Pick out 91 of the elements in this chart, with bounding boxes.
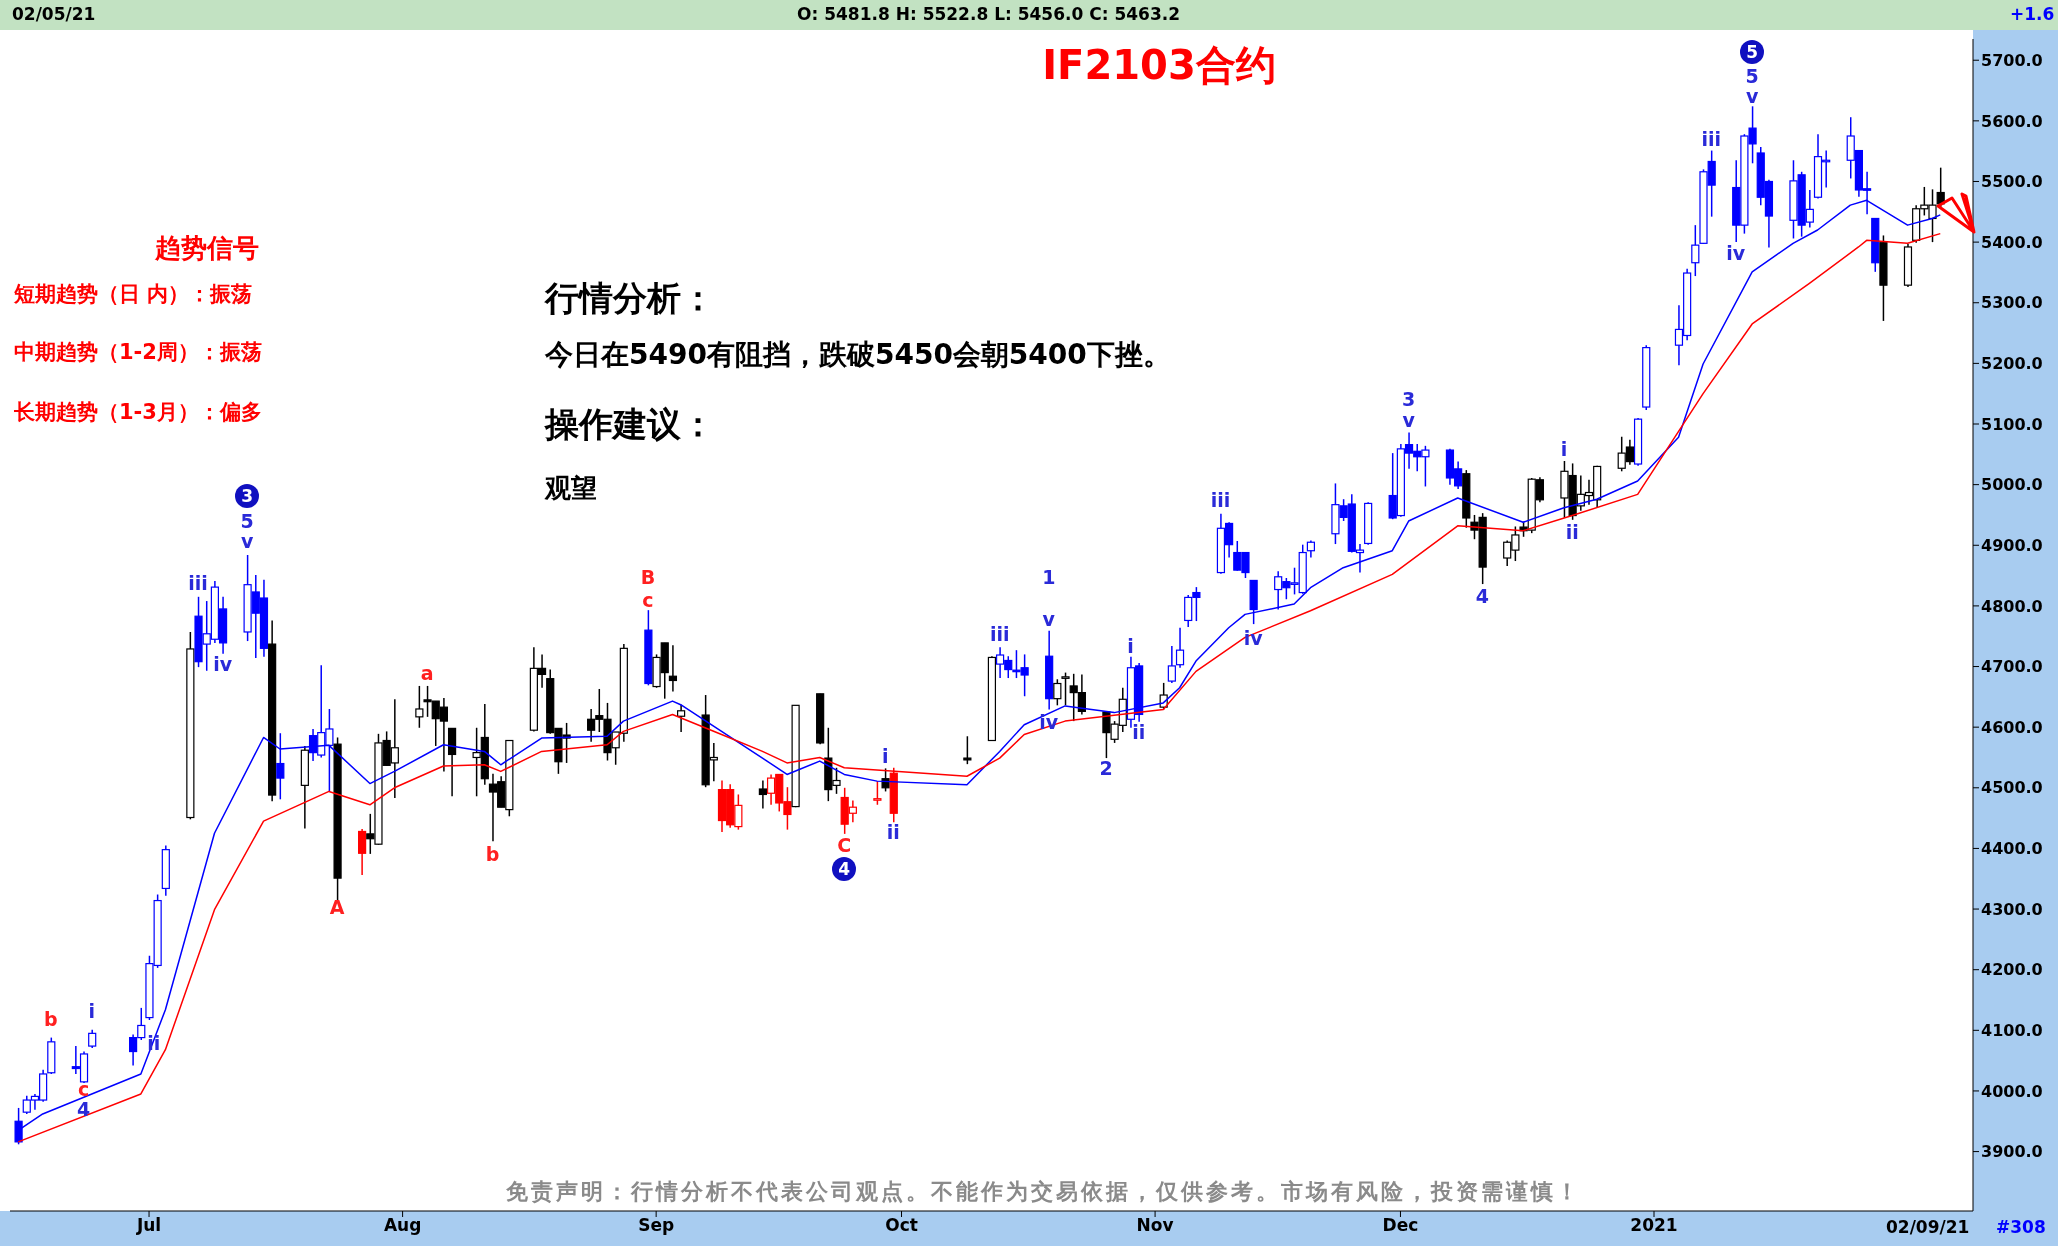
annotation: 4 bbox=[76, 1097, 91, 1120]
annotation: 长期趋势（1-3月）：偏多 bbox=[14, 400, 262, 425]
y-tick-label: 4300.0 bbox=[1981, 899, 2043, 919]
text: 02/05/21 bbox=[12, 4, 96, 24]
annotation: iii bbox=[1701, 127, 1722, 150]
candlestick bbox=[88, 1028, 97, 1049]
candlestick bbox=[1053, 678, 1062, 707]
x-tick-label: 2021 bbox=[1630, 1215, 1678, 1236]
text: #308 bbox=[1996, 1217, 2046, 1237]
annotation: b bbox=[44, 1007, 58, 1030]
text: 02/09/21 bbox=[1886, 1217, 1970, 1237]
x-tick-label: Dec bbox=[1382, 1215, 1419, 1236]
text: +1.6 bbox=[2010, 4, 2055, 24]
candlestick bbox=[1061, 671, 1070, 707]
annotation: C bbox=[837, 833, 852, 856]
x-tick-label: Aug bbox=[383, 1215, 422, 1236]
annotation: 2 bbox=[1099, 756, 1113, 779]
y-tick-label: 3900.0 bbox=[1981, 1142, 2043, 1162]
annotation: 短期趋势（日 内）：振荡 bbox=[14, 282, 253, 307]
text: O: 5481.8 H: 5522.8 L: 5456.0 C: 5463.2 bbox=[797, 4, 1181, 24]
candlestick bbox=[963, 735, 972, 765]
chart-title: IF2103合约 bbox=[1042, 41, 1276, 90]
annotation: i bbox=[1127, 634, 1134, 657]
annotation: c bbox=[77, 1077, 90, 1100]
candlestick bbox=[1691, 224, 1700, 277]
annotation: A bbox=[329, 895, 345, 918]
y-tick-label: 4100.0 bbox=[1981, 1021, 2043, 1040]
candlestick bbox=[276, 732, 285, 801]
y-tick-label: 4200.0 bbox=[1981, 960, 2043, 980]
y-tick-label: 5700.0 bbox=[1981, 50, 2043, 70]
candlestick bbox=[1167, 645, 1176, 684]
annotation: 免责声明：行情分析不代表公司观点。不能作为交易依据，仅供参考。市场有风险，投资需谨慎！ bbox=[505, 1179, 1581, 1205]
annotation: 5 bbox=[1745, 64, 1759, 87]
candlestick bbox=[677, 703, 686, 733]
candlestick bbox=[1175, 626, 1185, 669]
circle-badge: 4 bbox=[832, 857, 857, 881]
annotation: ii bbox=[886, 820, 900, 843]
candlestick bbox=[415, 685, 424, 729]
candlestick bbox=[881, 767, 890, 793]
x-tick-label: Nov bbox=[1136, 1215, 1174, 1236]
circle-badge: 5 bbox=[1740, 40, 1765, 64]
annotation: b bbox=[485, 842, 500, 865]
annotation: a bbox=[420, 661, 434, 684]
y-tick-label: 5300.0 bbox=[1981, 293, 2043, 313]
y-tick-label: 4700.0 bbox=[1981, 657, 2043, 677]
annotation: B bbox=[640, 565, 656, 588]
annotation: 中期趋势（1-2周）：振荡 bbox=[14, 340, 262, 365]
y-tick-label: 4500.0 bbox=[1981, 778, 2043, 798]
candlestick bbox=[758, 779, 767, 810]
y-tick-label: 5100.0 bbox=[1981, 414, 2043, 434]
y-tick-label: 5600.0 bbox=[1981, 111, 2043, 131]
annotation: iii bbox=[1210, 488, 1231, 511]
candlestick bbox=[873, 780, 882, 806]
annotation: c bbox=[642, 588, 654, 611]
annotation: 1 bbox=[1042, 565, 1056, 588]
candlestick bbox=[358, 828, 367, 876]
annotation: ii bbox=[1132, 720, 1146, 743]
annotation: i bbox=[88, 999, 96, 1022]
y-tick-label: 4600.0 bbox=[1981, 717, 2043, 737]
annotation: 4 bbox=[1475, 584, 1489, 607]
annotation: v bbox=[1042, 607, 1055, 630]
annotation: v bbox=[1402, 408, 1415, 431]
y-tick-label: 4900.0 bbox=[1981, 535, 2043, 555]
x-tick-label: Jul bbox=[135, 1215, 162, 1236]
annotation: 3 bbox=[1402, 387, 1416, 410]
annotation: 行情分析： bbox=[545, 278, 715, 318]
circle-badge: 3 bbox=[235, 484, 260, 508]
annotation: 操作建议： bbox=[545, 404, 715, 444]
annotation: i bbox=[881, 744, 889, 767]
x-tick-label: Sep bbox=[638, 1215, 675, 1236]
annotation: iv bbox=[213, 652, 233, 675]
annotation: 今日在5490有阻挡，跌破5450会朝5400下挫。 bbox=[545, 338, 1171, 371]
annotation: 观望 bbox=[545, 473, 597, 503]
candlestick bbox=[668, 644, 678, 693]
annotation: 趋势信号 bbox=[155, 233, 259, 263]
annotation: 5 bbox=[240, 509, 254, 532]
y-tick-label: 5200.0 bbox=[1981, 354, 2043, 374]
annotation: v bbox=[240, 529, 254, 552]
y-tick-label: 5400.0 bbox=[1981, 232, 2043, 252]
annotation: iii bbox=[188, 571, 208, 594]
y-tick-label: 4800.0 bbox=[1981, 596, 2043, 616]
y-tick-label: 5500.0 bbox=[1981, 172, 2043, 192]
x-tick-label: Oct bbox=[885, 1215, 918, 1236]
annotation: ii bbox=[1565, 520, 1579, 543]
annotation: iv bbox=[1726, 241, 1746, 264]
y-tick-label: 4400.0 bbox=[1981, 839, 2043, 859]
annotation: v bbox=[1745, 84, 1759, 107]
y-tick-label: 4000.0 bbox=[1981, 1081, 2043, 1101]
annotation: iii bbox=[989, 622, 1010, 645]
y-tick-label: 5000.0 bbox=[1981, 475, 2043, 495]
annotation: i bbox=[1560, 437, 1568, 460]
